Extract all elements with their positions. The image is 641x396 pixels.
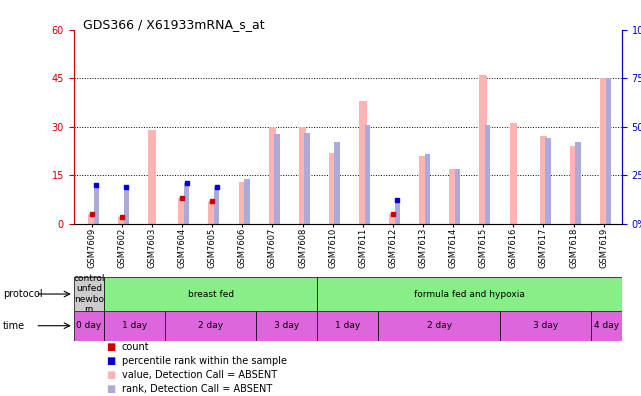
Bar [359, 101, 367, 224]
Bar [165, 311, 256, 341]
Bar [317, 277, 622, 311]
Bar [545, 138, 551, 224]
Bar [378, 311, 500, 341]
Bar [600, 78, 608, 224]
Bar [214, 187, 219, 224]
Text: count: count [122, 343, 149, 352]
Bar [576, 142, 581, 224]
Bar [299, 127, 306, 224]
Bar [104, 277, 317, 311]
Text: ■: ■ [106, 384, 115, 394]
Bar [419, 156, 427, 224]
Bar [304, 133, 310, 224]
Bar [74, 277, 104, 311]
Bar [479, 75, 487, 224]
Bar [238, 182, 246, 224]
Text: percentile rank within the sample: percentile rank within the sample [122, 356, 287, 366]
Text: 4 day: 4 day [594, 321, 619, 330]
Bar [449, 169, 457, 224]
Bar [365, 125, 370, 224]
Bar [606, 78, 611, 224]
Bar [184, 183, 189, 224]
Text: 2 day: 2 day [426, 321, 452, 330]
Text: breast fed: breast fed [188, 289, 234, 299]
Text: 3 day: 3 day [274, 321, 299, 330]
Bar [389, 214, 397, 224]
Bar [94, 185, 99, 224]
Bar [104, 311, 165, 341]
Bar [500, 311, 591, 341]
Bar [118, 217, 126, 224]
Bar [88, 214, 96, 224]
Bar [455, 169, 460, 224]
Text: value, Detection Call = ABSENT: value, Detection Call = ABSENT [122, 370, 277, 380]
Text: 0 day: 0 day [76, 321, 101, 330]
Text: formula fed and hypoxia: formula fed and hypoxia [414, 289, 525, 299]
Text: protocol: protocol [3, 289, 43, 299]
Text: control
unfed
newbo
rn: control unfed newbo rn [73, 274, 104, 314]
Text: 1 day: 1 day [122, 321, 147, 330]
Bar [591, 311, 622, 341]
Bar [124, 187, 129, 224]
Bar [395, 200, 400, 224]
Bar [317, 311, 378, 341]
Bar [269, 127, 276, 224]
Bar [256, 311, 317, 341]
Bar [425, 154, 430, 224]
Bar [329, 152, 337, 224]
Bar [74, 311, 104, 341]
Text: time: time [3, 321, 26, 331]
Text: GDS366 / X61933mRNA_s_at: GDS366 / X61933mRNA_s_at [83, 18, 265, 31]
Bar [335, 142, 340, 224]
Bar [244, 179, 249, 224]
Bar [485, 125, 490, 224]
Text: ■: ■ [106, 356, 115, 366]
Text: 3 day: 3 day [533, 321, 558, 330]
Bar [148, 130, 156, 224]
Bar [570, 146, 578, 224]
Bar [274, 135, 279, 224]
Text: rank, Detection Call = ABSENT: rank, Detection Call = ABSENT [122, 384, 272, 394]
Text: ■: ■ [106, 370, 115, 380]
Text: 2 day: 2 day [198, 321, 223, 330]
Bar [540, 136, 547, 224]
Text: ■: ■ [106, 343, 115, 352]
Bar [208, 201, 216, 224]
Text: 1 day: 1 day [335, 321, 360, 330]
Bar [510, 124, 517, 224]
Bar [178, 198, 186, 224]
